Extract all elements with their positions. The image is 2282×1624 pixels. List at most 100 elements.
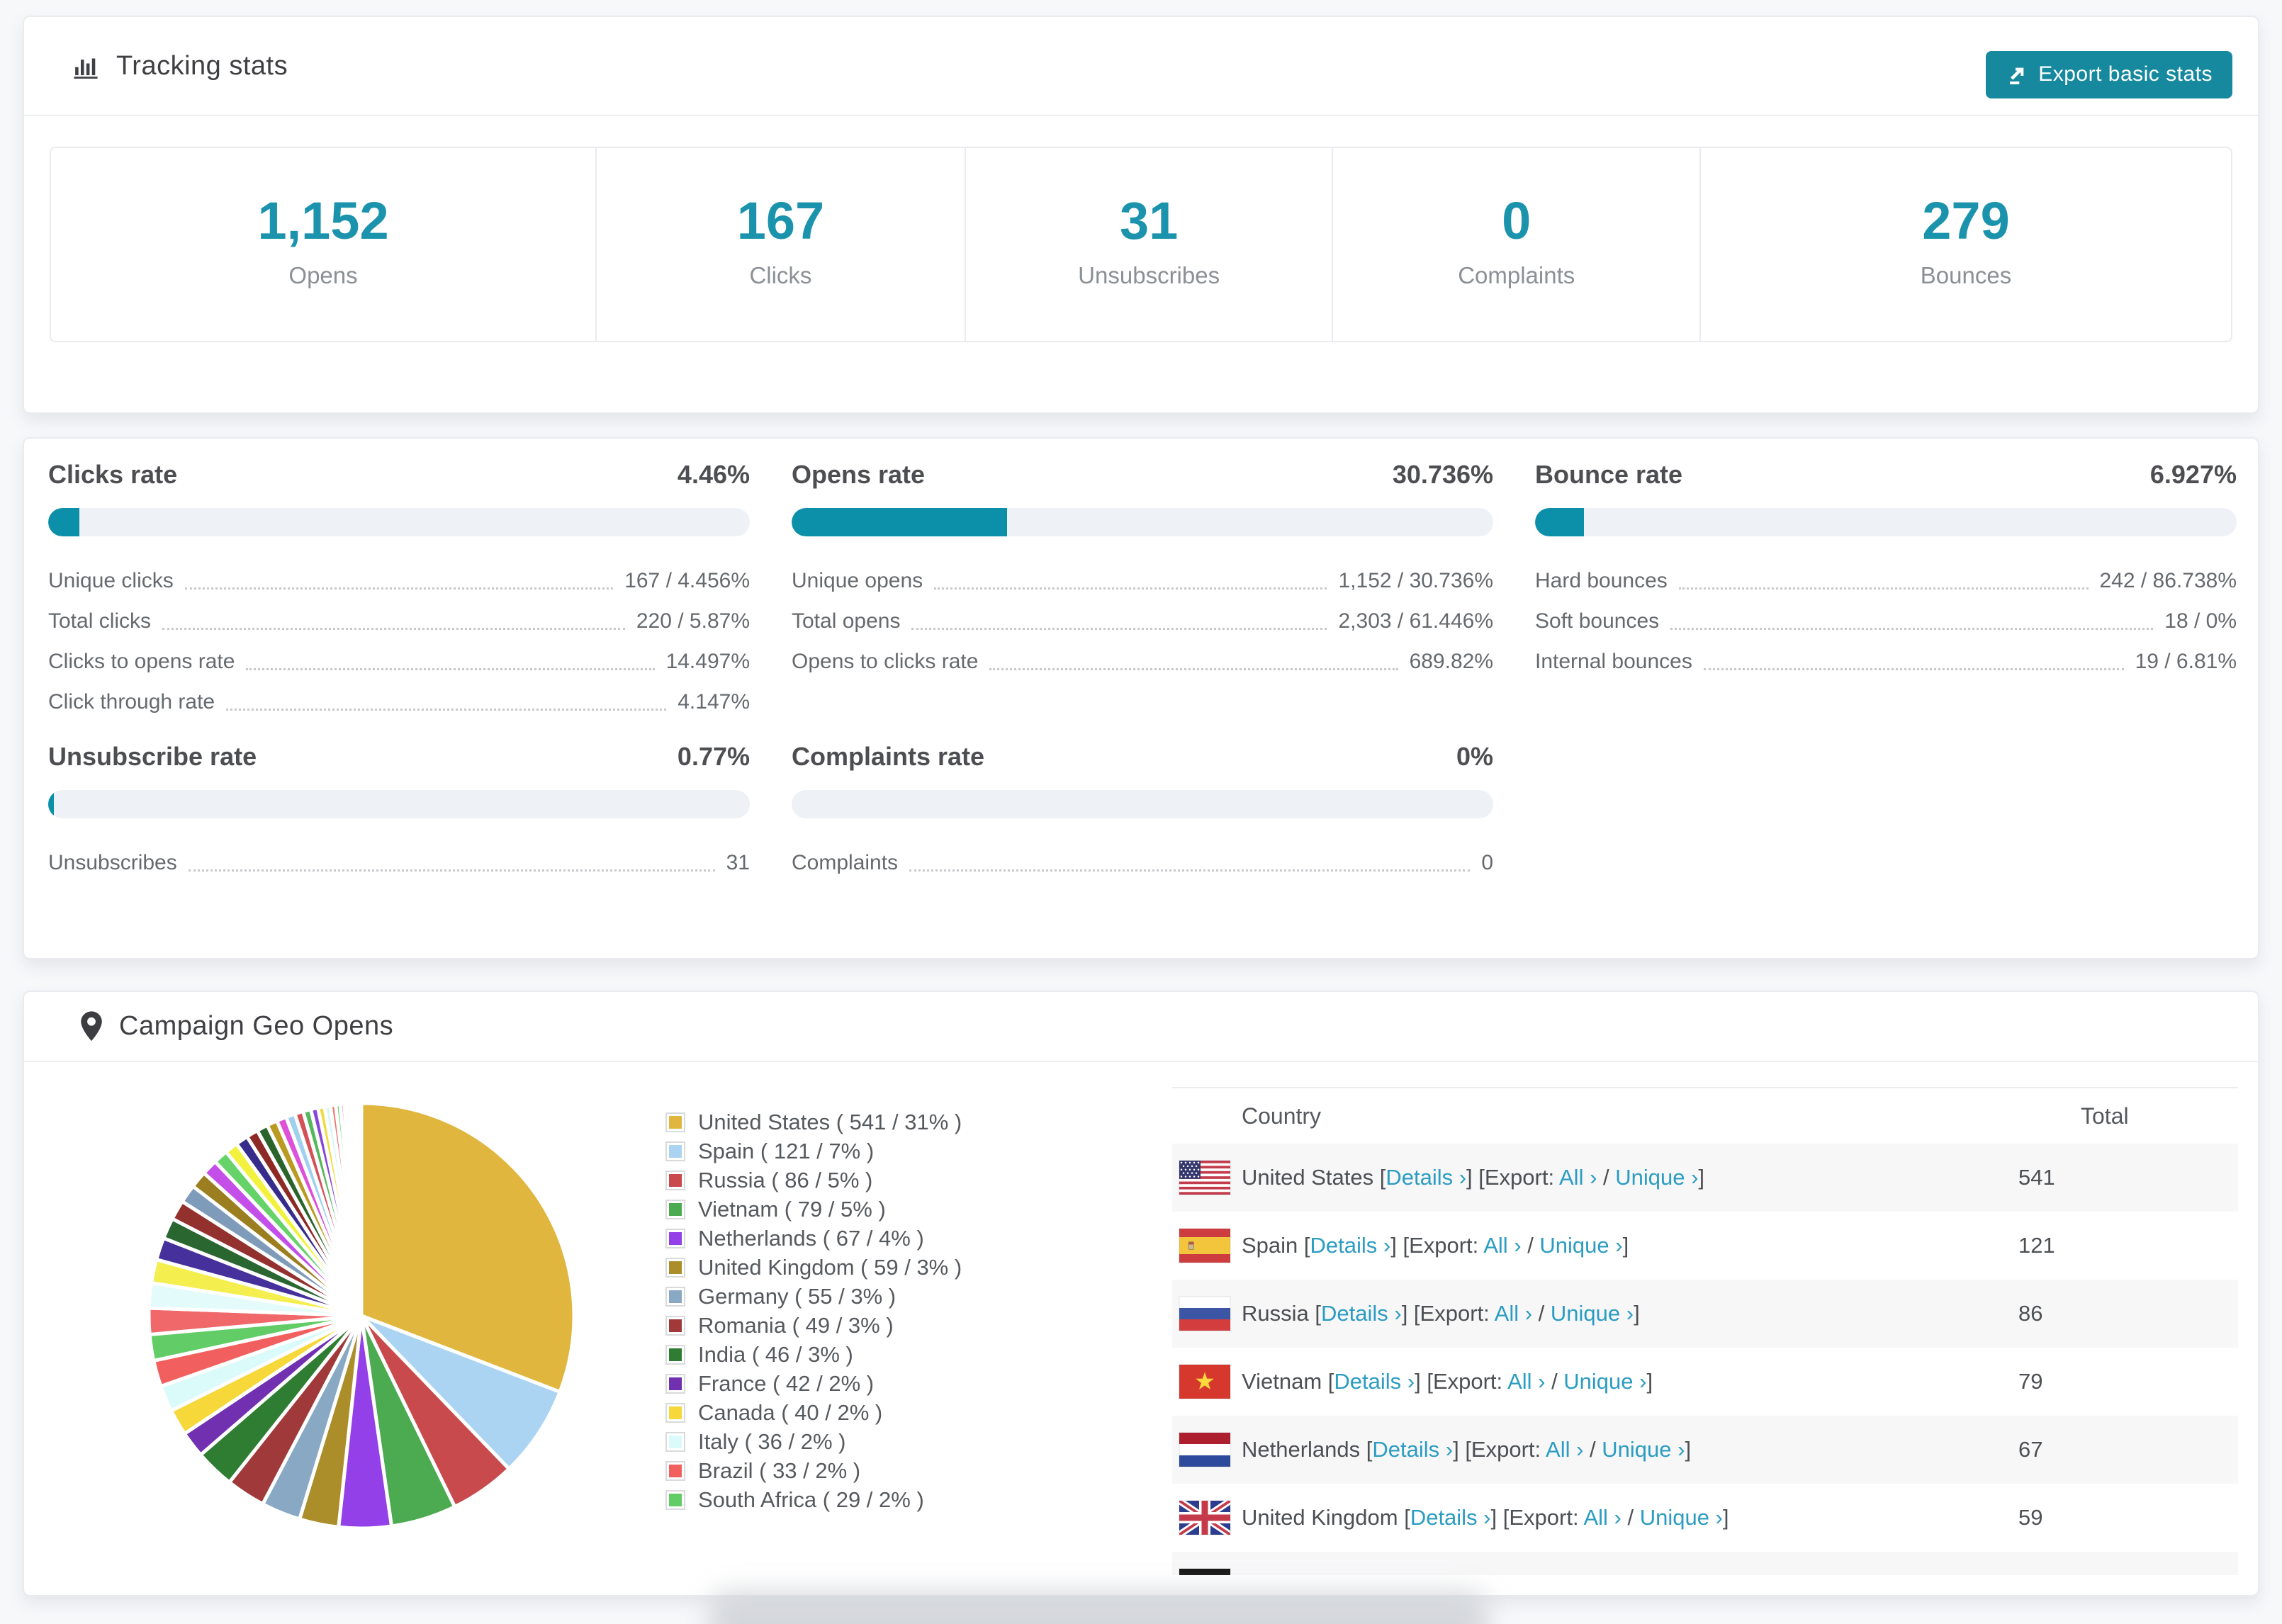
- legend-item-russia: Russia ( 86 / 5% ): [665, 1166, 1162, 1195]
- summary-stats-row: 1,152 Opens 167 Clicks 31 Unsubscribes 0 Compla…: [50, 147, 2232, 342]
- rate-detail-label: Hard bounces: [1535, 568, 1668, 592]
- rate-detail-label: Complaints: [792, 850, 899, 874]
- dotted-leader: [1670, 628, 2154, 630]
- rate-detail-label: Clicks to opens rate: [48, 649, 235, 673]
- export-all-link-gb[interactable]: All ›: [1583, 1505, 1621, 1530]
- legend-item-canada: Canada ( 40 / 2% ): [665, 1398, 1162, 1427]
- links-text: [: [1398, 1505, 1410, 1530]
- export-all-link-nl[interactable]: All ›: [1546, 1437, 1584, 1462]
- legend-swatch: [665, 1112, 685, 1132]
- geo-table-row-us: United States [Details ›] [Export: All ›…: [1172, 1144, 2238, 1212]
- tracking-stats-header: Tracking stats Export basic stats: [24, 17, 2258, 116]
- summary-stat-bounces: 279 Bounces: [1699, 148, 2231, 341]
- column-header-country: Country: [1242, 1103, 1322, 1129]
- rate-detail-row: Clicks to opens rate 14.497%: [48, 641, 750, 682]
- legend-item-india: India ( 46 / 3% ): [665, 1340, 1162, 1369]
- export-unique-link-gb[interactable]: Unique ›: [1639, 1505, 1723, 1530]
- rate-title: Bounce rate: [1535, 460, 1683, 489]
- dotted-leader: [934, 587, 1327, 590]
- details-link-ru[interactable]: Details ›: [1321, 1301, 1402, 1326]
- geo-table-row-vn: Vietnam [Details ›] [Export: All › / Uni…: [1172, 1348, 2238, 1416]
- dotted-leader: [911, 628, 1327, 630]
- rate-progress-track: [1535, 508, 2237, 536]
- legend-swatch: [665, 1141, 685, 1161]
- bottom-shadow-blob: [709, 1591, 1488, 1624]
- rate-detail-value: 14.497%: [665, 649, 750, 673]
- rate-progress-track: [792, 790, 1493, 818]
- export-all-link-us[interactable]: All ›: [1559, 1165, 1597, 1190]
- legend-label: Romania ( 49 / 3% ): [698, 1312, 894, 1338]
- legend-swatch: [665, 1460, 685, 1481]
- rate-title: Unsubscribe rate: [48, 742, 257, 771]
- export-all-link-ru[interactable]: All ›: [1494, 1301, 1533, 1326]
- bar-chart-icon: [71, 51, 101, 81]
- dotted-leader: [989, 668, 1398, 670]
- legend-swatch: [665, 1402, 685, 1423]
- export-all-link-es[interactable]: All ›: [1483, 1233, 1522, 1258]
- legend-label: France ( 42 / 2% ): [698, 1370, 875, 1396]
- links-text: ] [Export:: [1453, 1437, 1546, 1462]
- country-total: 59: [2018, 1505, 2043, 1530]
- summary-stat-opens: 1,152 Opens: [51, 148, 595, 341]
- stat-value: 279: [1922, 191, 2010, 250]
- rate-detail-value: 220 / 5.87%: [636, 609, 750, 633]
- rate-detail-value: 689.82%: [1409, 649, 1493, 673]
- rate-detail-value: 18 / 0%: [2164, 609, 2237, 633]
- rate-title: Opens rate: [792, 460, 926, 489]
- rate-detail-label: Total clicks: [48, 609, 152, 633]
- geo-table-row-ru: Russia [Details ›] [Export: All › / Uniq…: [1172, 1280, 2238, 1348]
- legend-swatch: [665, 1344, 685, 1365]
- stat-label: Opens: [288, 261, 358, 288]
- details-link-vn[interactable]: Details ›: [1334, 1369, 1415, 1394]
- export-unique-link-nl[interactable]: Unique ›: [1602, 1437, 1685, 1462]
- flag-nl-icon: [1179, 1432, 1231, 1467]
- country-name: United States: [1242, 1165, 1374, 1190]
- legend-item-spain: Spain ( 121 / 7% ): [665, 1137, 1162, 1166]
- rate-group-unsubscribe-rate: Unsubscribe rate 0.77% Unsubscribes 31: [48, 742, 750, 883]
- rate-detail-label: Unique opens: [792, 568, 923, 592]
- geo-body: United States ( 541 / 31% ) Spain ( 121 /…: [24, 1064, 2258, 1595]
- export-basic-stats-button[interactable]: Export basic stats: [1986, 50, 2232, 98]
- rate-progress-track: [792, 508, 1493, 536]
- legend-swatch: [665, 1489, 685, 1510]
- rate-value: 0.77%: [677, 742, 750, 771]
- flag-ru-icon: [1179, 1296, 1231, 1331]
- page-title: Tracking stats: [116, 50, 288, 81]
- rate-detail-row: Click through rate 4.147%: [48, 682, 750, 722]
- campaign-geo-opens-card: Campaign Geo Opens United States ( 541 /…: [23, 991, 2259, 1596]
- legend-swatch: [665, 1315, 685, 1336]
- links-text: ]: [1634, 1301, 1640, 1326]
- export-unique-link-es[interactable]: Unique ›: [1539, 1233, 1623, 1258]
- rate-detail-label: Click through rate: [48, 689, 215, 714]
- export-unique-link-vn[interactable]: Unique ›: [1563, 1369, 1647, 1394]
- legend-item-italy: Italy ( 36 / 2% ): [665, 1427, 1162, 1456]
- details-link-nl[interactable]: Details ›: [1372, 1437, 1454, 1462]
- rate-progress-track: [48, 790, 750, 818]
- links-text: [: [1298, 1233, 1310, 1258]
- rate-detail-label: Internal bounces: [1535, 649, 1692, 673]
- country-name: Russia: [1242, 1301, 1309, 1326]
- details-link-us[interactable]: Details ›: [1386, 1165, 1467, 1190]
- geo-table-row-nl: Netherlands [Details ›] [Export: All › /…: [1172, 1416, 2238, 1484]
- rate-progress-track: [48, 508, 750, 536]
- export-unique-link-us[interactable]: Unique ›: [1615, 1165, 1699, 1190]
- dotted-leader: [1703, 668, 2124, 670]
- rate-detail-value: 4.147%: [678, 689, 750, 714]
- rate-progress-fill: [792, 508, 1008, 536]
- legend-item-germany: Germany ( 55 / 3% ): [665, 1282, 1162, 1311]
- pie-slice-united-states: [359, 1101, 576, 1394]
- summary-stat-complaints: 0 Complaints: [1332, 148, 1699, 341]
- export-unique-link-ru[interactable]: Unique ›: [1550, 1301, 1634, 1326]
- export-all-link-vn[interactable]: All ›: [1507, 1369, 1546, 1394]
- legend-label: South Africa ( 29 / 2% ): [698, 1487, 924, 1512]
- legend-swatch: [665, 1228, 685, 1248]
- rate-detail-value: 31: [726, 850, 750, 874]
- details-link-gb[interactable]: Details ›: [1410, 1505, 1491, 1530]
- legend-label: Vietnam ( 79 / 5% ): [698, 1196, 886, 1222]
- stat-label: Complaints: [1458, 261, 1575, 288]
- rate-detail-label: Unique clicks: [48, 568, 174, 592]
- details-link-es[interactable]: Details ›: [1310, 1233, 1391, 1258]
- links-text: ]: [1698, 1165, 1705, 1190]
- flag-de-icon: [1179, 1568, 1231, 1575]
- rate-detail-label: Soft bounces: [1535, 609, 1660, 633]
